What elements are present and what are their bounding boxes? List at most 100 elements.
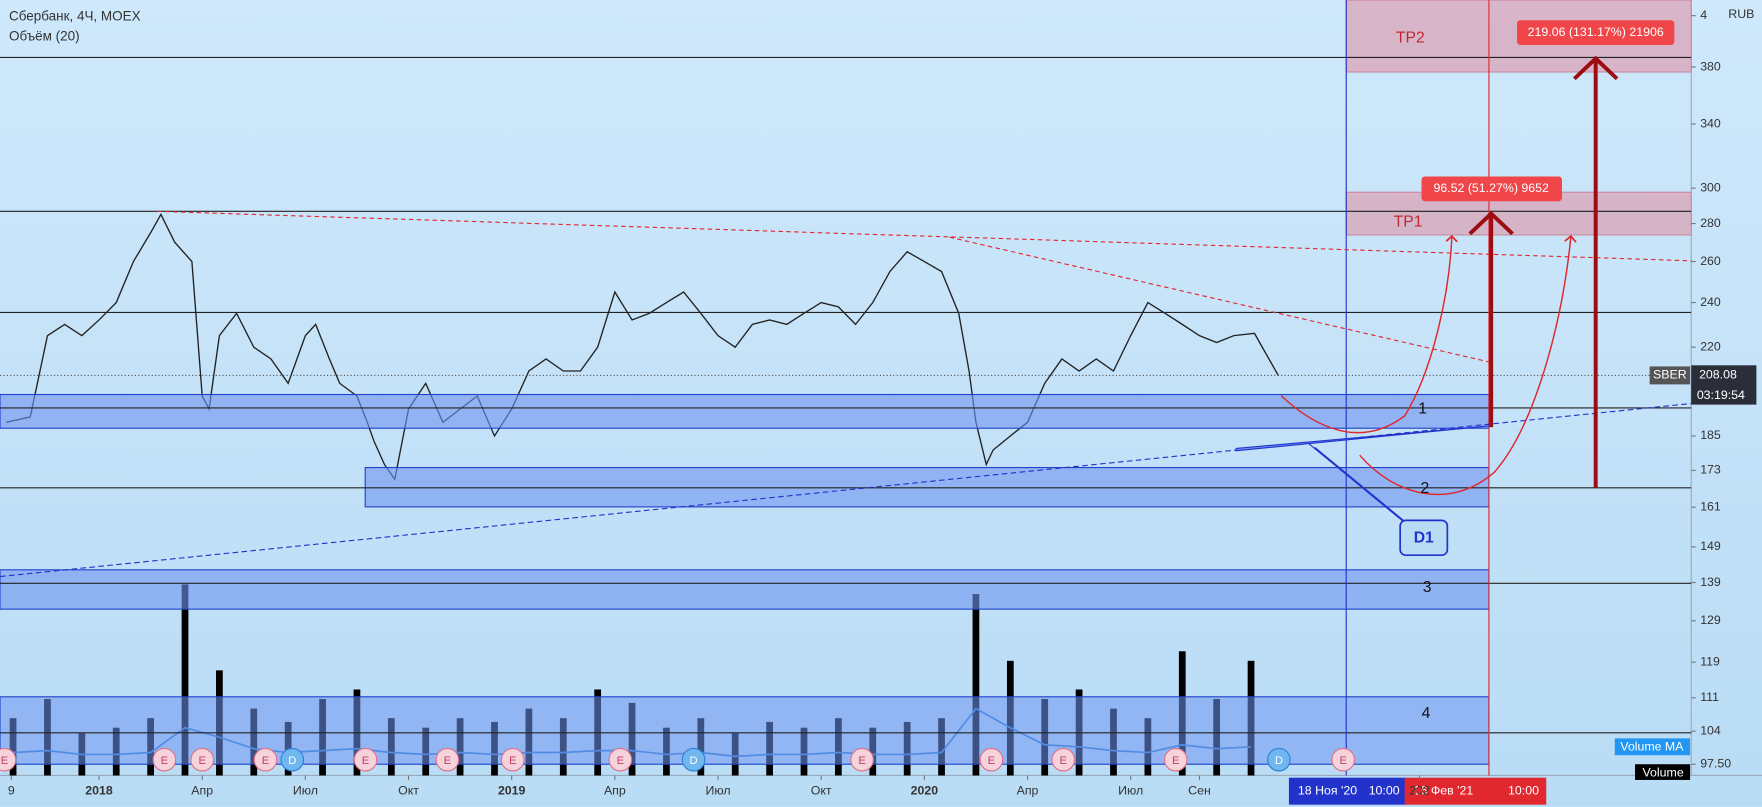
last-price: 208.08 [1699, 368, 1737, 382]
measure-label: 219.06 (131.17%) 21906 [1528, 25, 1664, 39]
y-tick-label: 111 [1700, 690, 1719, 704]
indicator-label: Volume MA [1620, 740, 1684, 754]
event-label: E [617, 755, 624, 767]
y-tick-label: 280 [1700, 216, 1721, 230]
event-marker [979, 747, 1004, 772]
zone-3 [0, 569, 1490, 610]
y-tick-label: 220 [1700, 339, 1721, 353]
x-tick-label: Июл [1118, 783, 1143, 797]
event-label: E [1339, 755, 1346, 767]
crosshair-time: 10:00 [1508, 783, 1539, 797]
zone-label: 2 [1421, 480, 1430, 497]
d1-box [1399, 519, 1449, 557]
zone-label: 1 [1418, 400, 1427, 417]
y-tick-label: 104 [1700, 723, 1721, 737]
curve-arrow [1359, 236, 1571, 496]
crosshair-date: 18 Ноя '20 [1298, 783, 1357, 797]
indicator-title: Объём (20) [9, 29, 80, 44]
trend-line [0, 402, 1692, 578]
event-marker [500, 747, 525, 772]
volume-bar [972, 593, 980, 776]
y-tick-label: 173 [1700, 463, 1721, 477]
y-tick-label: 260 [1700, 254, 1721, 268]
event-label: D [1275, 755, 1283, 767]
y-tick-label: 380 [1700, 59, 1721, 73]
event-label: E [198, 755, 205, 767]
crosshair-time: 10:00 [1369, 783, 1400, 797]
crosshair-box [1404, 777, 1547, 805]
x-tick-label: Окт [398, 783, 419, 797]
y-tick-label: 119 [1700, 654, 1720, 668]
x-tick-label: 2020 [911, 783, 939, 797]
symbol-box [1649, 366, 1691, 385]
measure-label: 96.52 (51.27%) 9652 [1433, 181, 1549, 195]
indicator-badge [1635, 764, 1691, 780]
y-tick-label: 4 [1700, 8, 1707, 22]
event-marker [280, 747, 305, 772]
zone-1 [0, 393, 1490, 429]
event-marker [353, 747, 378, 772]
measure-label-box [1421, 176, 1562, 202]
y-tick-label: 97.50 [1700, 757, 1731, 771]
event-label: E [362, 755, 369, 767]
y-tick-label: 161 [1700, 499, 1721, 513]
indicator-badge [1614, 738, 1691, 756]
event-marker [1163, 747, 1188, 772]
event-marker [0, 747, 17, 772]
y-tick-label: 129 [1700, 613, 1721, 627]
y-tick-label: 340 [1700, 116, 1721, 130]
trend-line [949, 236, 1490, 363]
levels [0, 56, 1692, 734]
event-marker [435, 747, 460, 772]
volume-bar [181, 584, 189, 776]
zone-4 [0, 696, 1490, 765]
x-tick-label: Окт [811, 783, 832, 797]
d1-label: D1 [1414, 530, 1434, 547]
event-marker [1331, 747, 1355, 772]
x-tick-label: Апр [191, 783, 213, 797]
event-label: E [1172, 755, 1179, 767]
event-label: E [988, 755, 995, 767]
event-label: E [1060, 755, 1067, 767]
event-marker [253, 747, 278, 772]
y-tick-label: 185 [1700, 428, 1721, 442]
annotation-texts: 96.52 (51.27%) 9652 219.06 (131.17%) 219… [9, 7, 1757, 805]
target-arrow [1468, 210, 1514, 428]
x-tick-label: Апр [604, 783, 626, 797]
x-tick-label: Сен [1188, 783, 1211, 797]
curve-arrow [1280, 236, 1452, 434]
countdown: 03:19:54 [1697, 388, 1745, 402]
event-label: E [161, 755, 168, 767]
indicator-label: Volume [1642, 765, 1683, 779]
price-box [1691, 365, 1757, 405]
event-label: D [690, 755, 698, 767]
x-tick-label: 2019 [498, 783, 526, 797]
event-label: E [1, 755, 8, 767]
zone-label: 3 [1423, 579, 1432, 596]
d1-shape [1235, 425, 1489, 452]
crosshair-date: 16 Фев '21 [1414, 783, 1474, 797]
event-marker [190, 747, 215, 772]
event-marker [608, 747, 633, 772]
event-label: E [509, 755, 516, 767]
symbol: SBER [1653, 368, 1687, 382]
x-tick-label: 202 [1409, 783, 1430, 797]
y-tick-label: 240 [1700, 295, 1721, 309]
x-tick-label: Июл [705, 783, 730, 797]
event-marker [1267, 747, 1291, 772]
crosshair-box [1288, 777, 1407, 805]
event-marker [1051, 747, 1076, 772]
measure-label-box [1517, 20, 1675, 46]
d1-pointer [1308, 443, 1411, 527]
drawings [0, 0, 1692, 776]
x-tick-label: Апр [1017, 783, 1039, 797]
event-marker [681, 747, 706, 772]
tp-label: TP2 [1396, 29, 1425, 46]
x-tick-label: 2018 [85, 783, 113, 797]
event-label: E [444, 755, 451, 767]
event-label: E [858, 755, 865, 767]
event-marker [850, 747, 874, 772]
target-arrow [1572, 55, 1619, 488]
